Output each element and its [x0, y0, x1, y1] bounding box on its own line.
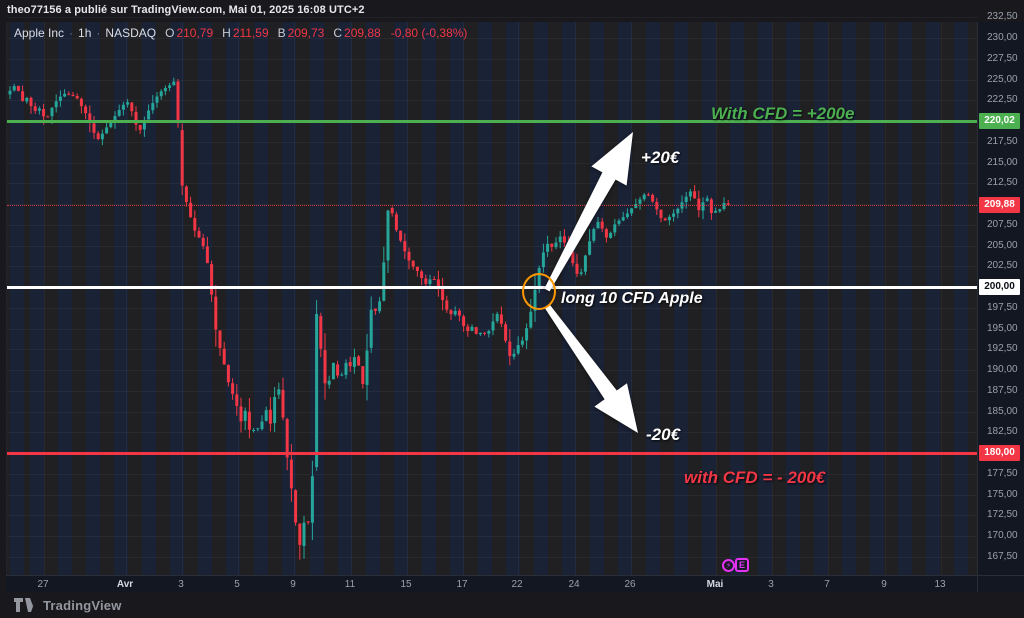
- price-tick-label: 177,50: [987, 467, 1018, 479]
- legend-interval[interactable]: 1h: [78, 26, 92, 40]
- chart-plot[interactable]: With CFD = +200e +20€ long 10 CFD Apple …: [6, 17, 979, 575]
- entry-price-chip: 200,00: [979, 279, 1020, 295]
- price-tick-label: 187,50: [987, 384, 1018, 396]
- price-tick-label: 195,00: [987, 322, 1018, 334]
- time-tick-label: 27: [37, 579, 49, 590]
- brand-name: TradingView: [43, 597, 122, 613]
- time-tick-label: 3: [178, 579, 184, 590]
- publish-text: theo77156 a publié sur TradingView.com, …: [7, 4, 365, 16]
- brand-bar: TradingView: [0, 592, 1024, 618]
- legend-symbol[interactable]: Apple Inc: [14, 26, 65, 40]
- loss-line-label[interactable]: with CFD = - 200€: [684, 468, 826, 487]
- chart-legend: Apple Inc · 1h · NASDAQ O 210,79 H 211,59 …: [14, 26, 467, 40]
- price-tick-label: 215,00: [987, 156, 1018, 168]
- price-tick-label: 205,00: [987, 239, 1018, 251]
- take-profit-price-chip: 220,02: [979, 113, 1020, 129]
- price-tick-label: 167,50: [987, 550, 1018, 562]
- legend-exchange: NASDAQ: [105, 26, 157, 40]
- time-tick-label: 13: [934, 579, 946, 590]
- price-tick-label: 185,00: [987, 405, 1018, 417]
- time-axis[interactable]: 27 Avr 3 5 9 11 15 17 22 24 26 Mai 3 7 9 13: [6, 575, 978, 593]
- last-price-line: [7, 204, 979, 206]
- price-tick-label: 202,50: [987, 260, 1018, 272]
- price-tick-label: 190,00: [987, 364, 1018, 375]
- price-tick-label: 232,50: [987, 11, 1018, 23]
- price-tick-label: 207,50: [987, 218, 1018, 230]
- tradingview-logo-icon: [14, 598, 36, 612]
- time-tick-label: 9: [881, 579, 887, 590]
- price-tick-label: 192,50: [987, 343, 1018, 355]
- legend-separator: ·: [69, 26, 74, 40]
- price-tick-label: 212,50: [987, 177, 1018, 189]
- time-axis-corner: [977, 575, 1024, 593]
- candlestick-series: [8, 77, 730, 560]
- stop-loss-line[interactable]: [7, 451, 979, 455]
- loss-arrow-label[interactable]: -20€: [646, 425, 681, 444]
- stop-loss-price-chip: 180,00: [979, 445, 1020, 461]
- price-tick-label: 175,00: [987, 488, 1018, 500]
- last-price-chip: 209,88: [979, 197, 1020, 213]
- entry-circle[interactable]: [522, 273, 556, 310]
- entry-label[interactable]: long 10 CFD Apple: [561, 290, 703, 307]
- legend-high: H 211,59: [222, 26, 269, 40]
- time-tick-label: 5: [234, 579, 240, 590]
- price-tick-label: 170,00: [987, 530, 1018, 541]
- legend-open: O 210,79: [165, 26, 214, 40]
- time-tick-label: 9: [290, 579, 296, 590]
- tradingview-logo[interactable]: TradingView: [14, 598, 122, 613]
- time-tick-label: 26: [624, 579, 636, 590]
- price-tick-label: 222,50: [987, 94, 1018, 106]
- time-tick-label: 22: [511, 579, 523, 590]
- profit-line-label[interactable]: With CFD = +200e: [711, 104, 855, 123]
- time-tick-label: Mai: [706, 579, 724, 590]
- take-profit-line[interactable]: [7, 119, 979, 123]
- earnings-letter: E: [738, 560, 745, 570]
- publish-bar: theo77156 a publié sur TradingView.com, …: [0, 0, 1024, 22]
- legend-close: C 209,88: [333, 26, 381, 40]
- price-tick-label: 225,00: [987, 73, 1018, 85]
- flash-icon: ⚡: [725, 561, 732, 570]
- legend-separator: ·: [96, 26, 101, 40]
- earnings-badge[interactable]: E: [735, 558, 749, 572]
- time-tick-label: 15: [400, 579, 412, 590]
- legend-change: -0,80 (-0,38%): [390, 26, 468, 40]
- profit-arrow-label[interactable]: +20€: [641, 148, 680, 167]
- time-tick-label: 24: [568, 579, 580, 590]
- entry-line[interactable]: [7, 285, 979, 289]
- price-axis[interactable]: 220,02 209,88 200,00 180,00 167,50 170,00…: [977, 11, 1024, 575]
- time-tick-label: 17: [456, 579, 468, 590]
- price-tick-label: 217,50: [987, 135, 1018, 147]
- event-badge-icon[interactable]: ⚡: [722, 559, 735, 572]
- price-tick-label: 182,50: [987, 426, 1018, 438]
- price-tick-label: 230,00: [987, 32, 1018, 43]
- price-tick-label: 227,50: [987, 52, 1018, 64]
- time-tick-label: 7: [824, 579, 830, 590]
- price-tick-label: 197,50: [987, 301, 1018, 313]
- time-tick-label: Avr: [116, 579, 134, 590]
- price-tick-label: 172,50: [987, 509, 1018, 521]
- time-tick-label: 3: [768, 579, 774, 590]
- time-tick-label: 11: [344, 579, 356, 590]
- legend-low: B 209,73: [277, 26, 325, 40]
